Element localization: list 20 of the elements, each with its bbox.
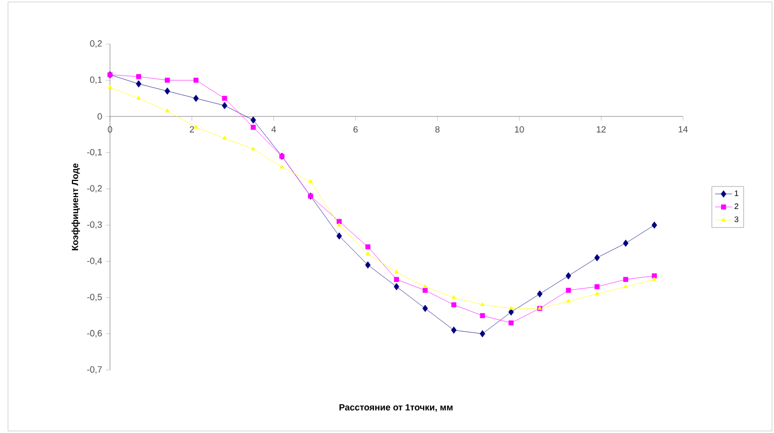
y-axis-title: Коэффициент Лоде	[72, 163, 80, 250]
y-tick-label: 0,1	[90, 76, 102, 84]
y-tick-label: 0	[98, 113, 102, 120]
y-tick-label: -0,3	[87, 221, 102, 229]
x-tick-label: 4	[271, 126, 276, 132]
x-tick-label: 8	[435, 126, 440, 133]
x-tick-label: 2	[190, 126, 194, 132]
y-tick-label: -0,1	[87, 148, 102, 156]
x-tick-label: 10	[514, 126, 524, 133]
x-axis-title: Расстояние от 1точки, мм	[340, 404, 452, 412]
x-tick-label: 14	[678, 126, 688, 132]
x-tick-label: 6	[354, 126, 358, 133]
y-tick-label: -0,6	[87, 330, 102, 338]
x-tick-label: 12	[596, 126, 606, 132]
x-tick-label: 0	[108, 126, 112, 133]
y-tick-label: -0,7	[87, 366, 102, 374]
y-tick-label: 0,2	[90, 40, 102, 48]
y-tick-label: -0,4	[87, 258, 102, 266]
y-tick-label: -0,2	[87, 185, 102, 193]
y-tick-label: -0,5	[87, 294, 102, 302]
